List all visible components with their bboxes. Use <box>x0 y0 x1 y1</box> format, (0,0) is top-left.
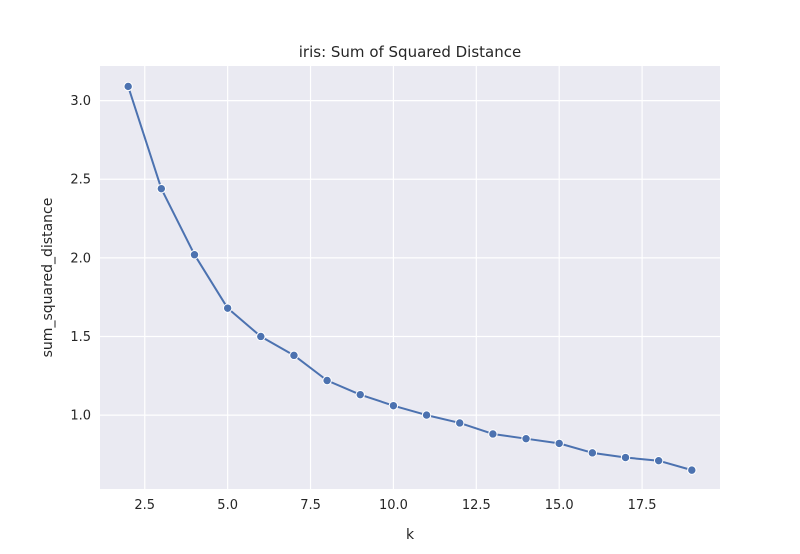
y-axis-label: sum_squared_distance <box>40 198 56 358</box>
data-point <box>653 455 664 466</box>
data-point <box>388 400 399 411</box>
y-tick-label: 3.0 <box>70 94 91 109</box>
x-tick-label: 5.0 <box>217 498 238 513</box>
data-point <box>355 389 365 400</box>
y-tick-label: 1.5 <box>70 330 91 345</box>
y-axis-ticks: 1.0 1.5 2.0 2.5 3.0 <box>70 94 91 423</box>
data-point <box>620 452 631 463</box>
plot-area <box>100 66 720 489</box>
x-tick-label: 17.5 <box>628 498 657 513</box>
grid <box>100 66 720 489</box>
data-point <box>289 350 299 361</box>
y-tick-label: 2.5 <box>70 173 91 188</box>
data-point <box>123 81 133 92</box>
data-point <box>322 375 332 386</box>
data-point <box>488 429 498 439</box>
x-tick-label: 2.5 <box>134 498 155 513</box>
y-tick-label: 1.0 <box>70 409 91 424</box>
data-point <box>256 331 266 342</box>
data-point <box>554 438 564 449</box>
series <box>123 81 697 475</box>
x-tick-label: 10.0 <box>379 498 408 513</box>
data-point <box>521 433 531 444</box>
x-tick-label: 7.5 <box>300 498 321 513</box>
data-point <box>222 303 233 313</box>
data-point <box>156 183 167 194</box>
x-axis-ticks: 2.5 5.0 7.5 10.0 12.5 15.0 17.5 <box>134 498 656 513</box>
series-line <box>127 86 693 472</box>
data-point <box>421 410 432 420</box>
x-axis-label: k <box>406 527 415 543</box>
x-tick-label: 15.0 <box>545 498 574 513</box>
x-tick-label: 12.5 <box>462 498 491 513</box>
y-tick-label: 2.0 <box>70 251 91 266</box>
data-point <box>587 448 598 458</box>
data-point <box>455 418 465 428</box>
chart-title: iris: Sum of Squared Distance <box>299 43 521 61</box>
data-point <box>189 249 200 260</box>
data-point <box>687 465 697 475</box>
